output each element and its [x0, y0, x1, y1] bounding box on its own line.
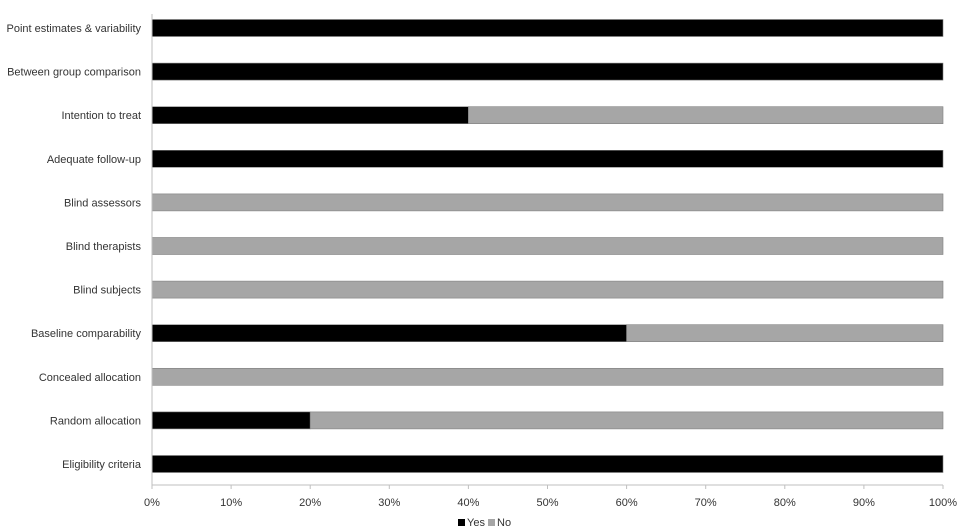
bar-random-allocation-yes	[151, 411, 311, 430]
category-label-adequate-follow-up: Adequate follow-up	[47, 154, 141, 166]
bar-random-allocation-no	[309, 411, 944, 430]
bar-blind-therapists-no	[151, 237, 944, 255]
category-labels: Point estimates & variability Between gro…	[7, 23, 142, 471]
bar-baseline-comparability-no	[626, 324, 944, 343]
bar-adequate-follow-up-yes	[151, 150, 944, 168]
bar-between-group-comparison-yes	[151, 62, 944, 81]
x-tick-label: 20%	[299, 497, 321, 509]
category-label-random-allocation: Random allocation	[50, 415, 141, 427]
x-tick-label: 0%	[144, 497, 160, 509]
legend-swatch-no	[488, 519, 495, 526]
bar-intention-to-treat-yes	[151, 106, 469, 124]
category-label-baseline-comparability: Baseline comparability	[31, 328, 142, 340]
axis-layer	[151, 14, 944, 489]
bar-intention-to-treat-no	[468, 106, 944, 124]
category-label-eligibility-criteria: Eligibility criteria	[62, 459, 142, 471]
legend-label-no: No	[497, 517, 511, 529]
category-label-blind-assessors: Blind assessors	[64, 197, 142, 209]
category-label-concealed-allocation: Concealed allocation	[39, 372, 141, 384]
bar-eligibility-criteria-yes	[151, 455, 944, 473]
bar-blind-assessors-no	[151, 193, 944, 212]
x-tick-label: 30%	[378, 497, 400, 509]
x-tick-label: 100%	[929, 497, 957, 509]
x-tick-label: 50%	[536, 497, 558, 509]
legend-swatch-yes	[458, 519, 465, 526]
category-label-point-estimates-and-variability: Point estimates & variability	[7, 23, 142, 35]
x-tick-label: 60%	[616, 497, 638, 509]
x-tick-label: 70%	[695, 497, 717, 509]
bars-layer	[151, 19, 944, 473]
x-tick-label: 80%	[774, 497, 796, 509]
bar-point-estimates-and-variability-yes	[151, 19, 944, 37]
x-tick-label: 90%	[853, 497, 875, 509]
x-tick-label: 40%	[457, 497, 479, 509]
x-tick-labels: 0% 10% 20% 30% 40% 50% 60% 70% 80% 90% 100%	[144, 497, 957, 509]
category-label-between-group-comparison: Between group comparison	[7, 67, 141, 79]
bar-concealed-allocation-no	[151, 367, 944, 386]
category-label-intention-to-treat: Intention to treat	[62, 110, 142, 122]
category-label-blind-therapists: Blind therapists	[66, 241, 142, 253]
bar-baseline-comparability-yes	[151, 324, 627, 343]
category-label-blind-subjects: Blind subjects	[73, 285, 141, 297]
bar-blind-subjects-no	[151, 280, 944, 299]
legend-label-yes: Yes	[467, 517, 485, 529]
legend: Yes No	[458, 517, 511, 529]
x-tick-label: 10%	[220, 497, 242, 509]
